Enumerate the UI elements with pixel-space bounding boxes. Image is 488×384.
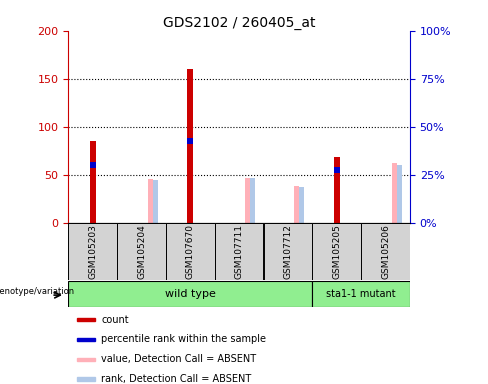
Text: sta1-1 mutant: sta1-1 mutant [326,289,396,299]
Bar [392,163,397,223]
Text: GSM105204: GSM105204 [137,224,146,279]
Bar [77,377,95,381]
FancyBboxPatch shape [215,223,264,280]
FancyBboxPatch shape [312,281,410,307]
FancyBboxPatch shape [361,223,410,280]
Bar [153,180,158,223]
Bar [187,69,193,223]
Bar [90,141,96,223]
FancyBboxPatch shape [166,223,215,280]
Text: GSM107712: GSM107712 [284,224,292,279]
Text: count: count [101,315,129,325]
Text: GSM105203: GSM105203 [88,224,97,279]
Bar [187,138,193,144]
Bar [77,338,95,341]
Text: wild type: wild type [165,289,216,299]
Bar [334,167,340,173]
Text: GSM107670: GSM107670 [186,224,195,279]
FancyBboxPatch shape [264,223,312,280]
Text: percentile rank within the sample: percentile rank within the sample [101,334,266,344]
Text: value, Detection Call = ABSENT: value, Detection Call = ABSENT [101,354,256,364]
Bar [250,178,255,223]
Bar [299,187,304,223]
Text: genotype/variation: genotype/variation [0,286,74,296]
Bar [294,186,299,223]
Text: GSM107711: GSM107711 [235,224,244,279]
Bar [397,165,402,223]
Text: GSM105205: GSM105205 [332,224,341,279]
Text: GSM105206: GSM105206 [381,224,390,279]
FancyBboxPatch shape [68,223,117,280]
Text: rank, Detection Call = ABSENT: rank, Detection Call = ABSENT [101,374,251,384]
Bar [245,178,250,223]
Title: GDS2102 / 260405_at: GDS2102 / 260405_at [163,16,315,30]
Bar [77,318,95,321]
FancyBboxPatch shape [117,223,166,280]
Bar [334,157,340,223]
Bar [77,358,95,361]
FancyBboxPatch shape [68,281,312,307]
FancyBboxPatch shape [312,223,361,280]
Bar [90,162,96,168]
Bar [148,179,153,223]
